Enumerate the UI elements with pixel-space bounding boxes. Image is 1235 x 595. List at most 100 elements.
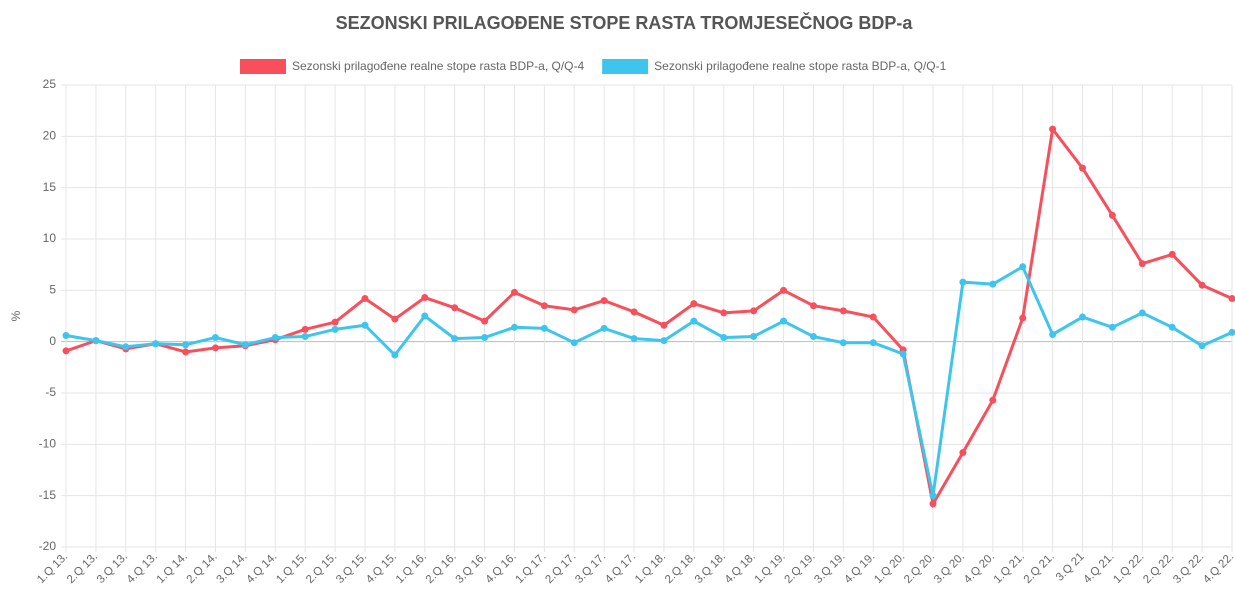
x-tick-label: 3.Q 18.	[693, 551, 728, 586]
y-tick-label: 5	[49, 283, 56, 297]
x-tick-label: 3.Q 13.	[95, 551, 130, 586]
x-tick-label: 4.Q 13.	[125, 551, 160, 586]
data-point	[630, 308, 638, 316]
x-tick-label: 4.Q 21.	[1082, 551, 1117, 586]
data-point	[869, 313, 877, 321]
y-tick-label: -20	[39, 539, 57, 553]
data-point	[660, 337, 668, 345]
data-point	[301, 325, 309, 333]
data-point	[1198, 342, 1206, 350]
data-point	[630, 335, 638, 343]
legend-swatch	[240, 59, 286, 74]
data-point	[421, 294, 429, 302]
data-point	[540, 324, 548, 332]
data-point	[301, 333, 309, 341]
data-point	[720, 309, 728, 317]
data-point	[241, 341, 249, 349]
data-point	[1138, 260, 1146, 268]
x-tick-label: 3.Q 14.	[214, 551, 249, 586]
data-point	[1079, 164, 1087, 172]
data-point	[1019, 314, 1027, 322]
line-series	[65, 125, 1233, 509]
data-point	[92, 337, 100, 345]
data-point	[899, 350, 907, 358]
data-point	[182, 348, 190, 356]
x-tick-label: 4.Q 19.	[842, 551, 877, 586]
x-tick-label: 1.Q 20.	[872, 551, 907, 586]
x-tick-label: 1.Q 17.	[513, 551, 548, 586]
x-tick-label: 4.Q 17.	[603, 551, 638, 586]
data-point	[182, 341, 190, 349]
data-point	[809, 333, 817, 341]
data-point	[451, 335, 459, 343]
data-point	[1228, 328, 1235, 336]
data-point	[1138, 309, 1146, 317]
legend-swatch	[602, 59, 649, 74]
data-point	[361, 321, 369, 329]
data-point	[1168, 250, 1176, 258]
chart-title: SEZONSKI PRILAGOĐENE STOPE RASTA TROMJES…	[336, 12, 914, 33]
data-point	[570, 339, 578, 347]
x-tick-label: 2.Q 21.	[1022, 551, 1057, 586]
legend-label: Sezonski prilagođene realne stope rasta …	[654, 59, 946, 73]
data-point	[540, 302, 548, 310]
data-point	[1049, 125, 1057, 133]
data-point	[1168, 323, 1176, 331]
data-point	[1019, 263, 1027, 271]
x-tick-label: 1.Q 16.	[394, 551, 429, 586]
data-point	[690, 317, 698, 325]
x-tick-label: 3.Q 19.	[812, 551, 847, 586]
data-point	[869, 339, 877, 347]
data-point	[331, 318, 339, 326]
x-tick-label: 2.Q 14.	[185, 551, 220, 586]
x-tick-label: 4.Q 16.	[484, 551, 519, 586]
x-tick-label: 2.Q 17.	[543, 551, 578, 586]
data-point	[750, 307, 758, 315]
x-tick-label: 1.Q 14.	[155, 551, 190, 586]
legend-label: Sezonski prilagođene realne stope rasta …	[292, 59, 584, 73]
data-point	[660, 321, 668, 329]
data-point	[1198, 281, 1206, 289]
x-tick-label: 2.Q 22.	[1141, 551, 1176, 586]
y-tick-label: 10	[43, 231, 57, 245]
data-point	[361, 295, 369, 303]
data-point	[331, 325, 339, 333]
x-tick-label: 1.Q 21.	[992, 551, 1027, 586]
data-point	[152, 340, 160, 348]
x-tick-label: 4.Q 20.	[962, 551, 997, 586]
x-tick-label: 4.Q 22.	[1201, 551, 1235, 586]
data-point	[271, 334, 279, 342]
data-point	[62, 332, 70, 340]
x-tick-label: 1.Q 22.	[1111, 551, 1146, 586]
x-tick-label: 3.Q 22.	[1171, 551, 1206, 586]
data-point	[690, 300, 698, 308]
data-point	[989, 396, 997, 404]
data-point	[1049, 330, 1057, 338]
y-tick-label: 20	[43, 129, 57, 143]
data-point	[839, 339, 847, 347]
data-point	[839, 307, 847, 315]
data-point	[211, 344, 219, 352]
data-point	[989, 280, 997, 288]
x-tick-label: 4.Q 18.	[723, 551, 758, 586]
x-tick-label: 1.Q 19.	[753, 551, 788, 586]
data-point	[750, 333, 758, 341]
y-tick-label: 15	[43, 180, 57, 194]
data-point	[510, 323, 518, 331]
data-point	[122, 343, 130, 351]
data-point	[959, 449, 967, 457]
y-tick-label: 25	[43, 77, 57, 91]
data-point	[570, 306, 578, 314]
data-point	[809, 302, 817, 310]
data-point	[780, 317, 788, 325]
y-tick-label: -10	[39, 437, 57, 451]
x-tick-label: 3.Q 20.	[932, 551, 967, 586]
x-tick-label: 1.Q 13.	[35, 551, 70, 586]
x-tick-label: 2.Q 16.	[424, 551, 459, 586]
y-tick-label: 0	[49, 334, 56, 348]
x-tick-label: 1.Q 15.	[274, 551, 309, 586]
data-point	[1108, 211, 1116, 219]
x-tick-label: 3.Q 17.	[573, 551, 608, 586]
data-point	[720, 334, 728, 342]
